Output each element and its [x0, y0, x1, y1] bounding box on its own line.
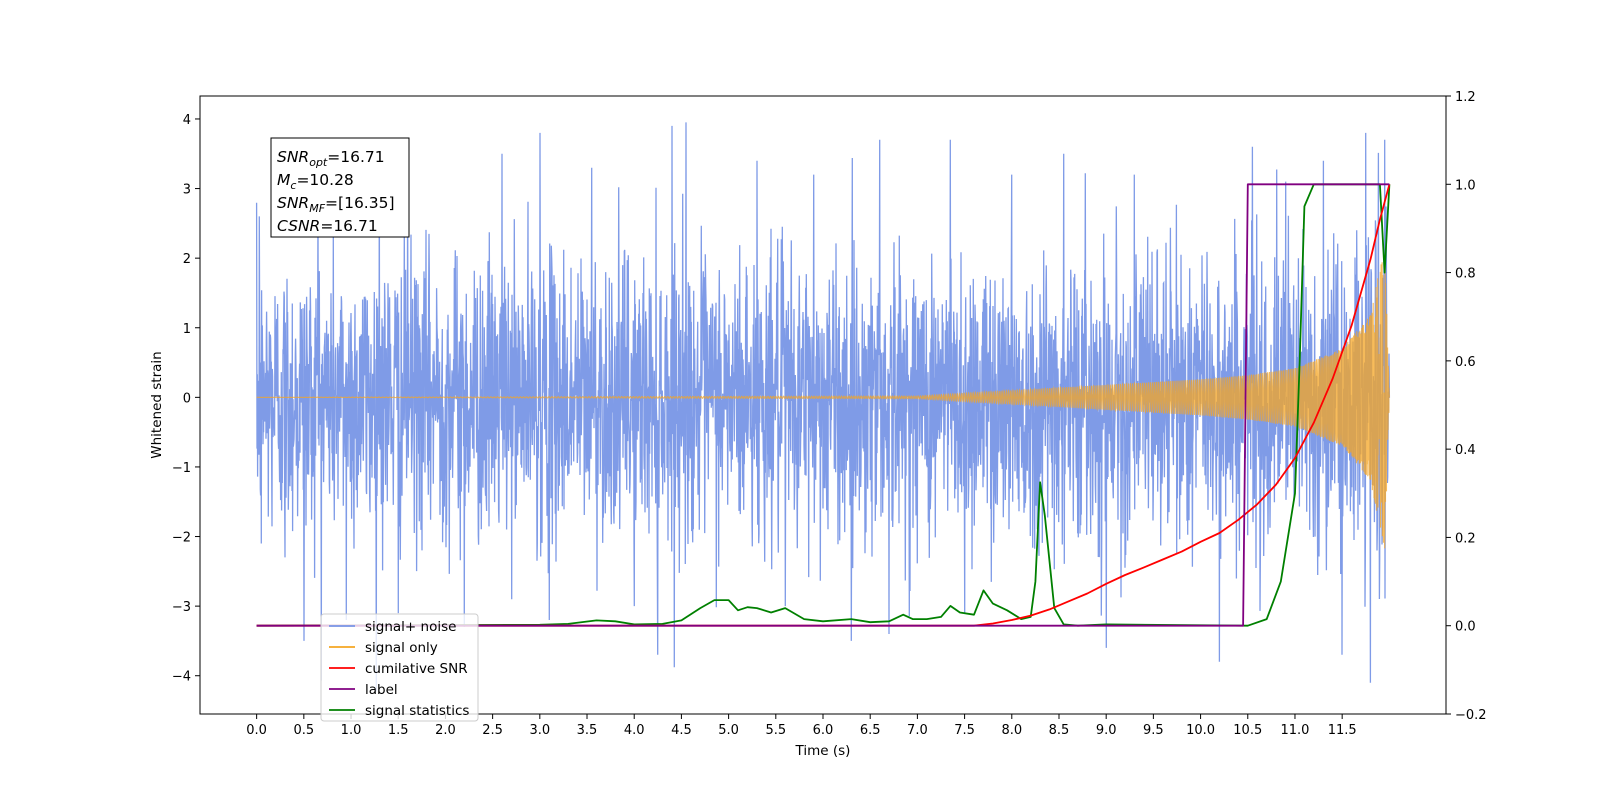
x-axis-label: Time (s) [795, 743, 851, 759]
y-left-tick-label: 3 [183, 183, 191, 198]
annotation-subscript: c [290, 179, 296, 192]
y-left-tick-label: −2 [172, 531, 191, 546]
x-tick-label: 9.5 [1143, 723, 1164, 738]
y-axis-label: Whitened strain [149, 351, 165, 458]
x-tick-label: 2.5 [482, 723, 503, 738]
x-tick-label: 4.5 [671, 723, 692, 738]
x-tick-label: 2.0 [435, 723, 456, 738]
x-tick-label: 3.5 [577, 723, 598, 738]
x-tick-label: 7.5 [954, 723, 975, 738]
y-right-tick-label: 0.2 [1455, 531, 1476, 546]
x-tick-label: 6.5 [860, 723, 881, 738]
annotation-value: =16.71 [320, 217, 377, 235]
y-right-tick-label: 0.0 [1455, 620, 1476, 635]
y-right-tick-label: 0.4 [1455, 443, 1476, 458]
x-tick-label: 8.0 [1001, 723, 1022, 738]
x-tick-label: 5.0 [718, 723, 739, 738]
annotation-value: =16.71 [327, 148, 384, 166]
annotation-box: SNRopt=16.71Mc=10.28SNRMF=[16.35]CSNR=16… [270, 137, 410, 238]
annotation-symbol: CSNR [277, 217, 320, 235]
annotation-symbol: M [277, 171, 290, 189]
x-tick-label: 11.5 [1328, 723, 1357, 738]
legend-frame [320, 613, 479, 722]
legend-label: label [365, 682, 398, 698]
annotation-value: =[16.35] [325, 194, 394, 212]
annotation-line: CSNR=16.71 [277, 217, 378, 235]
series-layer [255, 122, 1391, 692]
legend-label: signal+ noise [365, 619, 456, 635]
x-tick-label: 1.5 [388, 723, 409, 738]
y-right-tick-label: 0.6 [1455, 355, 1476, 370]
y-left-tick-label: 0 [183, 391, 191, 406]
y-right-tick-label: 1.2 [1455, 90, 1476, 105]
annotation-symbol: SNR [277, 148, 309, 166]
x-tick-label: 5.5 [765, 723, 786, 738]
legend: signal+ noise signal only cumilative SNR la… [320, 613, 479, 722]
x-tick-label: 4.0 [624, 723, 645, 738]
annotation-subscript: MF [309, 202, 325, 215]
annotation-line: SNRMF=[16.35] [277, 194, 395, 215]
y-left-tick-label: 1 [183, 322, 191, 337]
y-left-tick-label: 2 [183, 252, 191, 267]
series-cumulative-snr-line [256, 184, 1391, 627]
series-signal-statistics-line [256, 183, 1391, 627]
x-tick-label: 0.0 [246, 723, 267, 738]
x-tick-label: 10.5 [1233, 723, 1262, 738]
legend-label: cumilative SNR [365, 661, 468, 677]
y-right-tick-label: −0.2 [1455, 708, 1487, 723]
series-label-line [256, 183, 1390, 627]
x-tick-label: 7.0 [907, 723, 928, 738]
annotation-frame [270, 137, 410, 238]
x-tick-label: 8.5 [1049, 723, 1070, 738]
y-axis-left: 4 3 2 1 0 −1 −2 −3 −4 [172, 113, 200, 685]
x-tick-label: 3.0 [529, 723, 550, 738]
y-left-tick-label: −3 [172, 600, 191, 615]
x-tick-label: 0.5 [293, 723, 314, 738]
legend-label: signal statistics [365, 703, 469, 719]
legend-label: signal only [365, 640, 438, 656]
annotation-subscript: opt [309, 156, 328, 169]
x-tick-label: 6.0 [813, 723, 834, 738]
x-tick-label: 11.0 [1280, 723, 1309, 738]
x-tick-label: 1.0 [341, 723, 362, 738]
x-tick-label: 9.0 [1096, 723, 1117, 738]
annotation-symbol: SNR [277, 194, 309, 212]
annotation-line: SNRopt=16.71 [277, 148, 385, 169]
annotation-value: =10.28 [296, 171, 353, 189]
annotation-line: Mc=10.28 [277, 171, 354, 192]
y-left-tick-label: 4 [183, 113, 191, 128]
y-right-tick-label: 1.0 [1455, 178, 1476, 193]
x-axis: 0.0 0.5 1.0 1.5 2.0 2.5 3.0 3.5 4.0 4.5 5.0 5.5 6.0 6… [246, 714, 1357, 738]
y-axis-right: 1.2 1.0 0.8 0.6 0.4 0.2 0.0 −0.2 [1446, 90, 1487, 723]
y-left-tick-label: −4 [172, 670, 191, 685]
y-right-tick-label: 0.8 [1455, 267, 1476, 282]
y-left-tick-label: −1 [172, 461, 191, 476]
series-signal-only-line [256, 262, 1390, 549]
x-tick-label: 10.0 [1186, 723, 1215, 738]
